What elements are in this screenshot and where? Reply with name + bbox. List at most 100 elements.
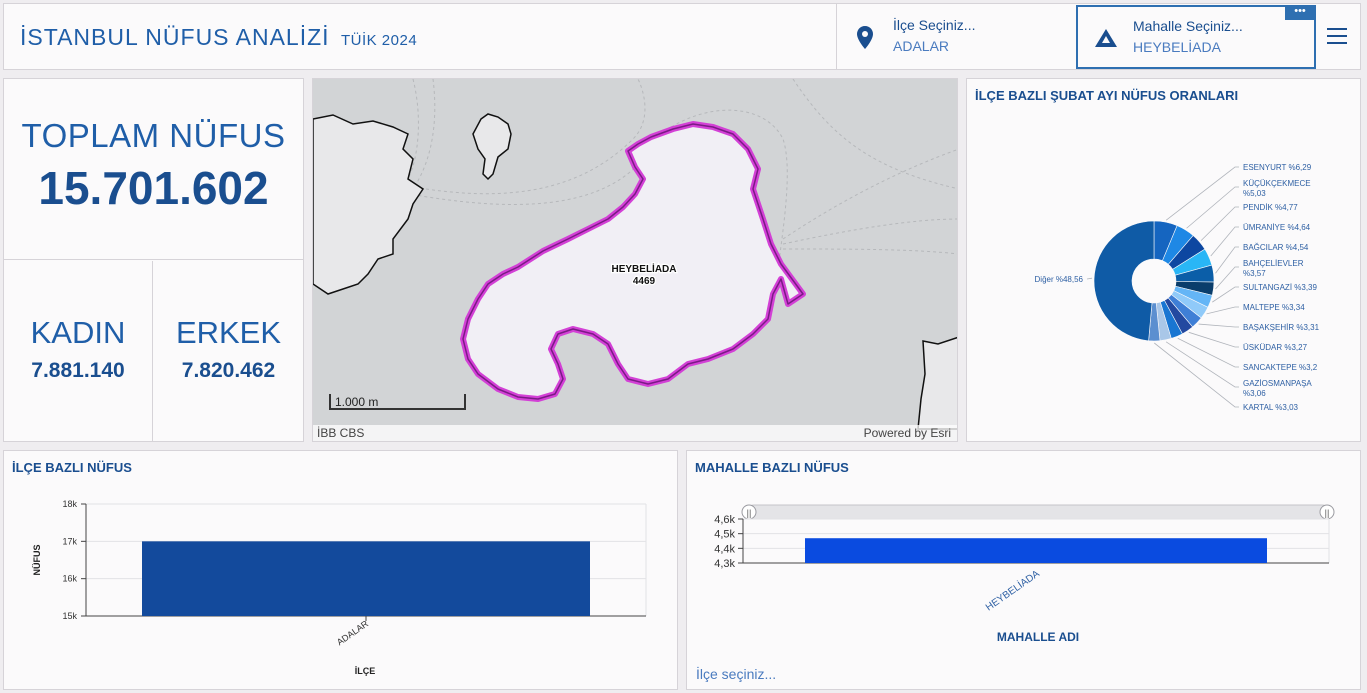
neighborhood-selector-value: HEYBELİADA — [1133, 39, 1221, 55]
district-bar-chart[interactable]: 15k 16k 17k 18k ADALAR NÜFUS İLÇE — [4, 479, 677, 689]
neighborhood-selector[interactable]: ••• Mahalle Seçiniz... HEYBELİADA — [1076, 5, 1316, 69]
attribution-powered-by[interactable]: Powered by Esri — [863, 426, 951, 440]
select-district-hint: İlçe seçiniz... — [696, 666, 777, 682]
page-title: İSTANBUL NÜFUS ANALİZİ TÜİK 2024 — [20, 24, 417, 51]
total-population-label: TOPLAM NÜFUS — [21, 117, 286, 154]
pie-slice-label: ÜMRANİYE %4,64 — [1243, 223, 1311, 232]
heybeliada-island — [460, 121, 806, 402]
pie-leader-line — [1154, 342, 1239, 408]
coastline-west — [313, 114, 425, 295]
map-scale-bar: 1.000 m — [329, 394, 466, 410]
pie-leader-line — [1186, 186, 1239, 229]
district-population-panel: İLÇE BAZLI NÜFUS 15k 16k 17k 18k ADALAR NÜFUS… — [3, 450, 678, 690]
pie-slice-label: BAĞCILAR %4,54 — [1243, 243, 1309, 252]
pie-slice-label: MALTEPE %3,34 — [1243, 303, 1305, 312]
pie-slice-label-line: %3,06 — [1243, 389, 1266, 398]
female-population-card: KADIN 7.881.140 — [4, 261, 153, 441]
male-population-value: 7.820.462 — [181, 359, 276, 382]
pie-slice-label: ÜSKÜDAR %3,27 — [1243, 343, 1308, 352]
total-population-card: TOPLAM NÜFUS 15.701.602 — [4, 79, 303, 260]
neighborhood-selector-label: Mahalle Seçiniz... — [1133, 18, 1243, 34]
map-attribution: İBB CBS Powered by Esri — [313, 425, 957, 441]
bar[interactable] — [142, 541, 590, 616]
mountain-icon — [1095, 29, 1117, 47]
pie-slice-label: SANCAKTEPE %3,2 — [1243, 363, 1318, 372]
district-ratio-pie-panel: İLÇE BAZLI ŞUBAT AYI NÜFUS ORANLARI ESEN… — [966, 78, 1361, 442]
pie-slice-label: KÜÇÜKÇEKMECE %5,03 — [1243, 179, 1311, 198]
pie-slice-label: BAHÇELİEVLER %3,57 — [1243, 259, 1304, 278]
map-scale-label: 1.000 m — [335, 395, 379, 409]
total-population-value: 15.701.602 — [38, 162, 269, 214]
y-tick-label: 15k — [62, 611, 77, 621]
pie-leader-line — [1215, 246, 1239, 274]
pie-slice-label-line: %3,57 — [1243, 269, 1266, 278]
female-population-value: 7.881.140 — [31, 359, 125, 382]
y-tick-label: 4,6k — [714, 514, 735, 526]
header-bar: İSTANBUL NÜFUS ANALİZİ TÜİK 2024 İlçe Se… — [3, 3, 1361, 70]
district-selector-label: İlçe Seçiniz... — [893, 17, 976, 33]
pie-leader-line — [1210, 226, 1239, 257]
hamburger-menu-icon[interactable] — [1327, 28, 1347, 46]
x-axis-label: İLÇE — [355, 666, 376, 676]
y-tick-label: 4,3k — [714, 558, 735, 570]
pie-slice-label-line: GAZİOSMANPAŞA — [1243, 379, 1312, 388]
pie-leader-line — [1165, 166, 1239, 221]
pie-slice-label: Diğer %48,56 — [1035, 275, 1084, 284]
y-axis-label: NÜFUS — [32, 545, 42, 576]
pie-leader-line — [1206, 306, 1239, 315]
pie-slice[interactable] — [1093, 220, 1155, 342]
map-canvas[interactable]: HEYBELİADA 4469 — [313, 79, 958, 442]
bar[interactable] — [805, 538, 1267, 563]
neighborhood-population-panel: MAHALLE BAZLI NÜFUS || || 4,3k 4,4k 4,5k 4,6k… — [686, 450, 1361, 690]
y-tick-label: 4,4k — [714, 543, 735, 555]
pie-leader-line — [1200, 206, 1239, 241]
pie-leader-line — [1188, 331, 1239, 348]
pie-slice-label: SULTANGAZİ %3,39 — [1243, 283, 1318, 292]
pie-leader-line — [1086, 277, 1093, 280]
attribution-source: İBB CBS — [317, 426, 365, 440]
pie-slice-label: KARTAL %3,03 — [1243, 403, 1299, 412]
map-feature-value: 4469 — [633, 276, 656, 287]
islet-north — [472, 113, 512, 181]
x-tick-label: ADALAR — [335, 618, 371, 647]
bar2-chart-title: MAHALLE BAZLI NÜFUS — [695, 460, 849, 475]
more-options-button[interactable]: ••• — [1285, 6, 1315, 20]
female-population-label: KADIN — [30, 315, 126, 350]
pie-slice-label-line: BAHÇELİEVLER — [1243, 259, 1304, 268]
pie-leader-line — [1177, 337, 1239, 368]
district-selector[interactable]: İlçe Seçiniz... ADALAR — [836, 4, 1076, 69]
pie-slice-label: BAŞAKŞEHİR %3,31 — [1243, 323, 1320, 332]
district-selector-value: ADALAR — [893, 38, 950, 54]
range-slider-track — [746, 504, 1330, 520]
grip-icon: || — [1325, 508, 1330, 518]
population-stats-panel: TOPLAM NÜFUS 15.701.602 KADIN 7.881.140 … — [3, 78, 304, 442]
app-subtitle: TÜİK 2024 — [340, 32, 418, 49]
pie-slice-label-line: %5,03 — [1243, 189, 1266, 198]
pie-slice-label-line: KÜÇÜKÇEKMECE — [1243, 179, 1311, 188]
coastline-east — [917, 336, 957, 430]
male-population-card: ERKEK 7.820.462 — [154, 261, 303, 441]
pie-chart-title: İLÇE BAZLI ŞUBAT AYI NÜFUS ORANLARI — [975, 88, 1239, 103]
x-tick-label: HEYBELİADA — [983, 567, 1042, 614]
grip-icon: || — [747, 508, 752, 518]
pie-leader-line — [1198, 323, 1239, 328]
pie-leader-line — [1165, 341, 1239, 388]
pie-chart[interactable]: ESENYURT %6,29 KÜÇÜKÇEKMECE %5,03 PENDİK %4… — [967, 106, 1360, 441]
y-tick-label: 16k — [62, 574, 77, 584]
pie-slice-label: PENDİK %4,77 — [1243, 203, 1298, 212]
pie-slice-label: GAZİOSMANPAŞA %3,06 — [1243, 379, 1312, 398]
app-title: İSTANBUL NÜFUS ANALİZİ — [20, 24, 330, 50]
y-tick-label: 4,5k — [714, 529, 735, 541]
neighborhood-bar-chart[interactable]: || || 4,3k 4,4k 4,5k 4,6k HEYBELİADA MAHALLE AD… — [687, 479, 1360, 664]
pie-slice-label: ESENYURT %6,29 — [1243, 163, 1312, 172]
bar1-chart-title: İLÇE BAZLI NÜFUS — [12, 460, 132, 475]
male-population-label: ERKEK — [175, 315, 282, 350]
pie-leader-line — [1212, 286, 1239, 303]
map-pin-icon — [857, 26, 873, 49]
x-axis-label: MAHALLE ADI — [997, 630, 1079, 644]
y-tick-label: 17k — [62, 536, 77, 546]
y-tick-label: 18k — [62, 499, 77, 509]
map-view[interactable]: HEYBELİADA 4469 1.000 m İBB CBS Powered … — [312, 78, 958, 442]
pie-leader-line — [1215, 266, 1239, 290]
map-feature-name: HEYBELİADA — [611, 262, 676, 275]
